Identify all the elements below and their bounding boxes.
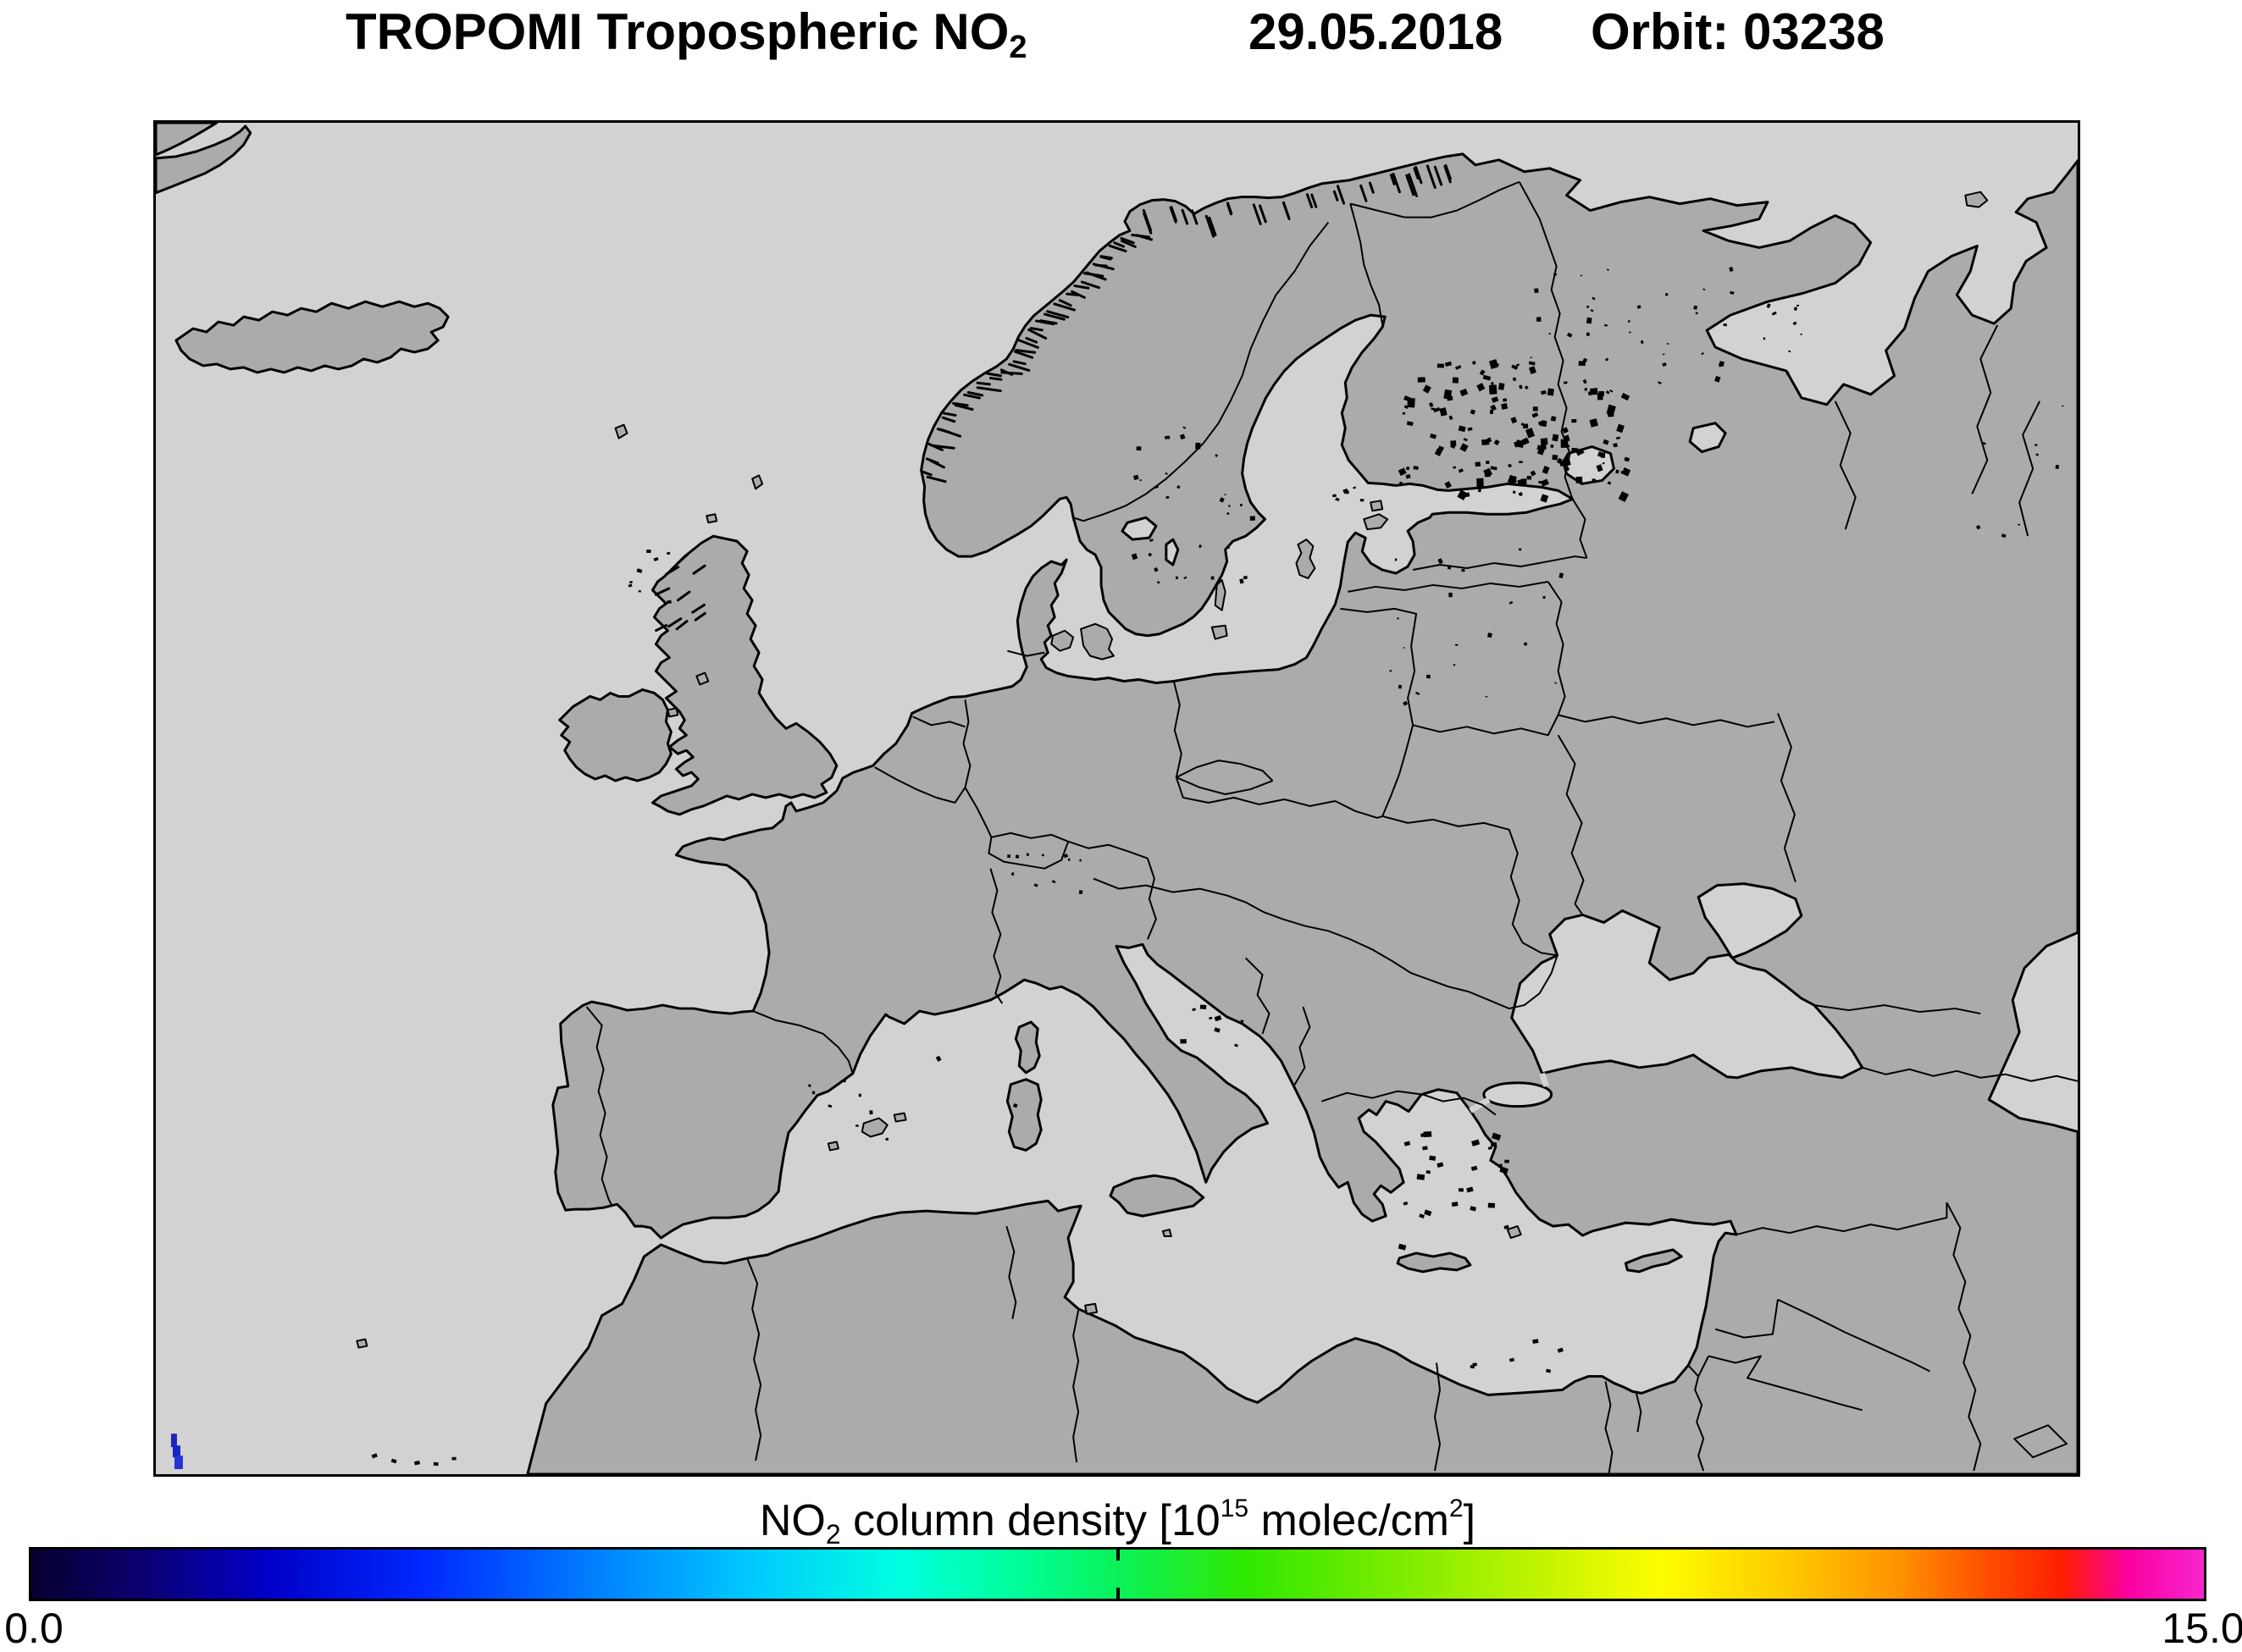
bornholm	[1210, 624, 1228, 640]
djerba	[1084, 1302, 1099, 1315]
gotland	[1295, 539, 1316, 579]
orkney	[706, 513, 718, 524]
colorbar-center-tick-bottom	[1115, 1588, 1120, 1599]
iceland	[174, 300, 450, 374]
cyprus	[1624, 1248, 1683, 1274]
colorbar-label-text: NO	[759, 1496, 826, 1545]
malta	[1161, 1229, 1172, 1238]
colorbar-min-label: 0.0	[4, 1605, 64, 1652]
colorbar-max-label: 15.0	[2162, 1605, 2242, 1652]
lake-onega	[1688, 422, 1727, 454]
corsica	[1014, 1020, 1041, 1075]
colorbar-label-text: molec/cm	[1248, 1496, 1449, 1545]
isle-of-man	[695, 671, 710, 686]
page-title: TROPOMI Tropospheric NO2	[346, 7, 1027, 73]
black-sea	[1510, 882, 1864, 1080]
dardanelles-strait	[1469, 1097, 1491, 1113]
crete	[1396, 1251, 1472, 1274]
ireland	[558, 688, 673, 782]
islands	[174, 191, 1989, 1349]
colorbar-center-tick-top	[1115, 1550, 1120, 1561]
lake-vanern	[1121, 516, 1158, 541]
rhodes	[1506, 1225, 1522, 1240]
title-text: TROPOMI Tropospheric NO	[346, 3, 1010, 60]
colorbar-label-sub: 2	[825, 1519, 841, 1550]
europe-map	[156, 123, 2078, 1474]
no2-data-mark	[170, 1434, 183, 1470]
zealand	[1080, 622, 1115, 660]
colorbar-label-sup: 15	[1220, 1495, 1249, 1522]
madeira	[356, 1338, 368, 1349]
oland	[1214, 578, 1226, 611]
colorbar-label-text: ]	[1463, 1496, 1476, 1545]
map-frame	[153, 120, 2080, 1477]
great-britain	[650, 534, 839, 816]
large-lakes	[1121, 422, 1727, 566]
saaremaa	[1363, 513, 1389, 531]
small-island-speckles	[371, 486, 1564, 1467]
lake-vattern	[1165, 538, 1180, 566]
funen	[1050, 629, 1075, 652]
bosporus-strait	[1539, 1072, 1549, 1087]
kolguyev-island	[1964, 191, 1989, 208]
colorbar-label-sup: 2	[1448, 1495, 1464, 1522]
sea-of-marmara	[1469, 1072, 1553, 1113]
ibiza	[827, 1141, 839, 1152]
menorca	[893, 1112, 907, 1123]
sardinia	[1005, 1078, 1043, 1152]
mallorca	[861, 1117, 888, 1138]
colorbar-label-text: column density [10	[840, 1496, 1221, 1545]
norway-fjord-hatching	[654, 163, 1452, 633]
sicily	[1109, 1174, 1205, 1218]
lake-speckles	[808, 266, 2064, 1141]
hiiumaa	[1370, 500, 1384, 512]
faroe-islands	[614, 423, 628, 439]
sea-of-azov	[1697, 882, 1803, 959]
shetland	[751, 474, 764, 490]
greenland-corner	[156, 123, 252, 195]
title-subscript: 2	[1009, 30, 1027, 65]
observation-date: 29.05.2018	[1248, 3, 1503, 60]
colorbar-gradient	[29, 1547, 2206, 1601]
anglesey	[667, 707, 679, 718]
orbit-number: Orbit: 03238	[1591, 3, 1885, 60]
rivers	[1557, 324, 2041, 1474]
colorbar-label: NO2 column density [1015 molec/cm2]	[29, 1485, 2206, 1558]
country-borders	[585, 180, 2078, 1472]
